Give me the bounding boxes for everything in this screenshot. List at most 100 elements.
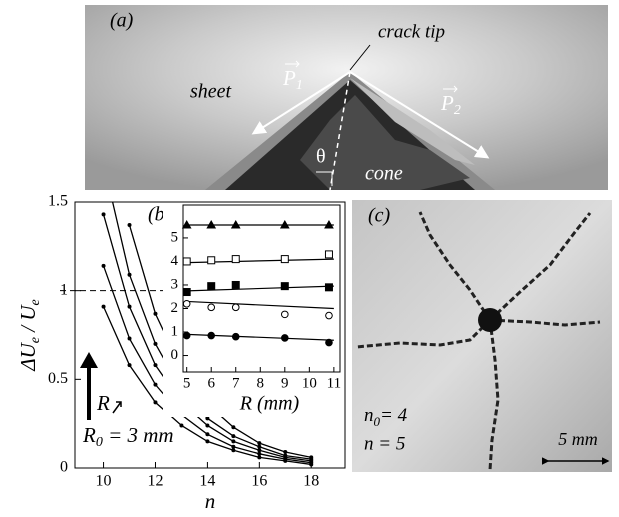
small-arrow: [113, 402, 121, 413]
arrow-label: R: [96, 391, 110, 415]
figure: (a) crack tip sheet cone θ P1 P2 (c) n0=…: [0, 0, 619, 517]
inset-y-tick-label: 0: [171, 347, 179, 363]
inset-x-label: R (mm): [239, 393, 300, 415]
inset-y-tick-label: 5: [171, 229, 179, 245]
annotation: sheet: [190, 81, 232, 103]
x-tick-label: 18: [303, 473, 319, 490]
marker: [208, 257, 215, 264]
marker: [281, 283, 288, 290]
marker: [183, 332, 190, 339]
marker: [232, 333, 239, 340]
point: [128, 337, 132, 341]
inset-x-tick-label: 10: [302, 375, 317, 391]
marker: [208, 304, 215, 311]
point: [257, 452, 261, 456]
y-tick-label: 1.5: [48, 193, 68, 210]
rich-label: R0 = 3 mm: [82, 423, 174, 450]
point: [153, 383, 157, 387]
inset-x-tick-label: 8: [257, 375, 265, 391]
symbol: n: [364, 405, 374, 426]
point: [205, 439, 209, 443]
marker: [326, 312, 333, 319]
panel-label: (c): [368, 205, 391, 227]
point: [257, 448, 261, 452]
marker: [232, 256, 239, 263]
panel-a: (a) crack tip sheet cone θ P1 P2: [85, 5, 608, 190]
point: [179, 423, 183, 427]
center-hole: [478, 308, 502, 332]
text: / U: [16, 304, 40, 337]
point: [153, 363, 157, 367]
text: ΔU: [16, 341, 40, 371]
point: [257, 445, 261, 449]
inset-x-tick-label: 11: [327, 375, 341, 391]
marker: [325, 251, 332, 258]
inset-x-tick-label: 6: [207, 375, 215, 391]
point: [231, 425, 235, 429]
point: [128, 273, 132, 277]
text: = 4: [380, 405, 408, 426]
inset-x-tick-label: 9: [281, 375, 289, 391]
inset-x-tick-label: 7: [232, 375, 240, 391]
point: [153, 342, 157, 346]
x-axis-label: n: [205, 489, 216, 513]
subscript: 0: [96, 435, 103, 450]
marker: [183, 258, 190, 265]
point: [128, 305, 132, 309]
annotation: θ: [316, 146, 326, 168]
annotation: n = 5: [364, 433, 405, 454]
point: [205, 423, 209, 427]
point: [283, 450, 287, 454]
inset-y-tick-label: 1: [171, 323, 179, 339]
point: [153, 312, 157, 316]
marker: [232, 281, 239, 288]
symbol: P: [440, 91, 454, 115]
marker: [208, 332, 215, 339]
inset-x-tick-label: 5: [183, 375, 191, 391]
panel-c: (c) n0= 4 n = 5 5 mm: [352, 200, 612, 472]
r-arrow-head: [80, 352, 98, 368]
x-tick-label: 14: [199, 473, 215, 490]
marker: [183, 289, 190, 296]
subscript: e: [28, 299, 43, 305]
marker: [282, 335, 289, 342]
scale-label: 5 mm: [558, 429, 598, 449]
marker: [282, 311, 289, 318]
point: [257, 441, 261, 445]
point: [309, 455, 313, 459]
marker: [183, 300, 190, 307]
inset-y-tick-label: 3: [171, 276, 179, 292]
point: [128, 363, 132, 367]
subscript: 1: [296, 78, 303, 93]
y-tick-label: 0: [60, 459, 68, 476]
symbol: P: [282, 66, 296, 90]
point: [257, 455, 261, 459]
x-tick-label: 10: [96, 473, 112, 490]
panel-label: (a): [110, 10, 134, 32]
point: [231, 445, 235, 449]
point: [231, 434, 235, 438]
inset-y-tick-label: 2: [171, 300, 179, 316]
marker: [232, 304, 239, 311]
x-tick-label: 16: [251, 473, 267, 490]
text: R: [82, 423, 96, 447]
point: [231, 448, 235, 452]
marker: [208, 283, 215, 290]
point: [102, 212, 106, 216]
subscript: 2: [454, 103, 461, 118]
rich-label: ΔUe / Ue: [16, 299, 43, 371]
annotation: cone: [365, 163, 403, 185]
marker: [326, 339, 333, 346]
point: [231, 439, 235, 443]
point: [128, 223, 132, 227]
point: [102, 305, 106, 309]
marker: [281, 256, 288, 263]
text: = 3 mm: [103, 423, 174, 447]
point: [102, 264, 106, 268]
y-tick-label: 1: [60, 281, 68, 298]
annotation: n0= 4: [364, 405, 408, 429]
y-tick-label: 0.5: [48, 370, 68, 387]
annotation: crack tip: [378, 21, 445, 42]
point: [283, 454, 287, 458]
